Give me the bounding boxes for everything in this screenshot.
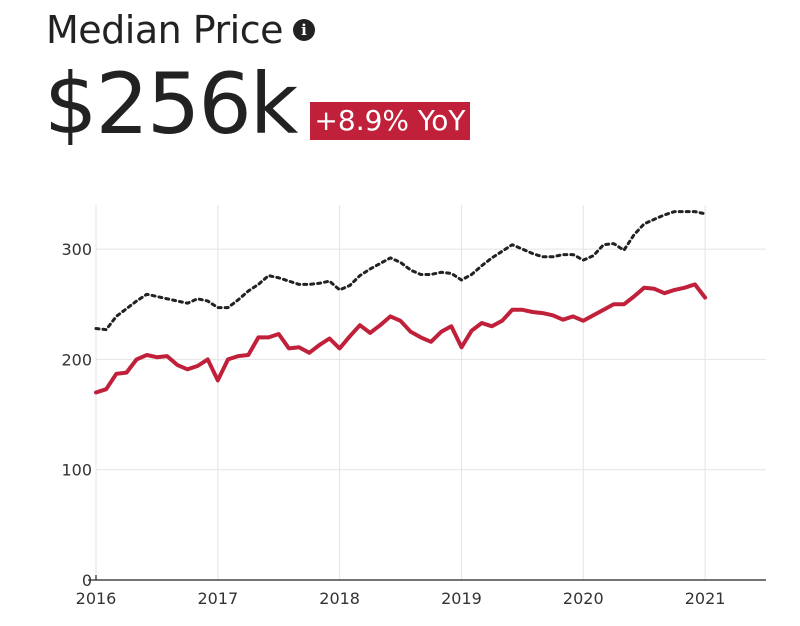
x-tick-label: 2018	[319, 589, 360, 608]
series-lines	[94, 210, 708, 395]
x-tick-label: 2020	[563, 589, 604, 608]
yoy-change-badge: +8.9% YoY	[310, 102, 470, 140]
page-title: Median Price	[46, 8, 284, 52]
y-tick-label: 100	[61, 461, 92, 480]
x-tick-label: 2017	[197, 589, 238, 608]
y-tick-label: 0	[82, 571, 92, 590]
value-row: $256k +8.9% YoY	[44, 62, 470, 146]
x-tick-label: 2021	[685, 589, 726, 608]
axes	[88, 575, 766, 581]
x-tick-label: 2016	[76, 589, 117, 608]
grid-lines	[95, 205, 766, 580]
y-tick-label: 300	[61, 240, 92, 259]
y-tick-label: 200	[61, 350, 92, 369]
info-icon[interactable]: i	[293, 19, 315, 41]
series-line-solid	[94, 282, 708, 395]
tick-labels: 0 100 200 300 2016 2017 2018 2019 2020 2021	[61, 240, 725, 608]
series-line-dotted	[94, 210, 707, 332]
x-tick-label: 2019	[441, 589, 482, 608]
title-row: Median Price i	[46, 8, 315, 52]
median-price-value: $256k	[44, 55, 298, 153]
